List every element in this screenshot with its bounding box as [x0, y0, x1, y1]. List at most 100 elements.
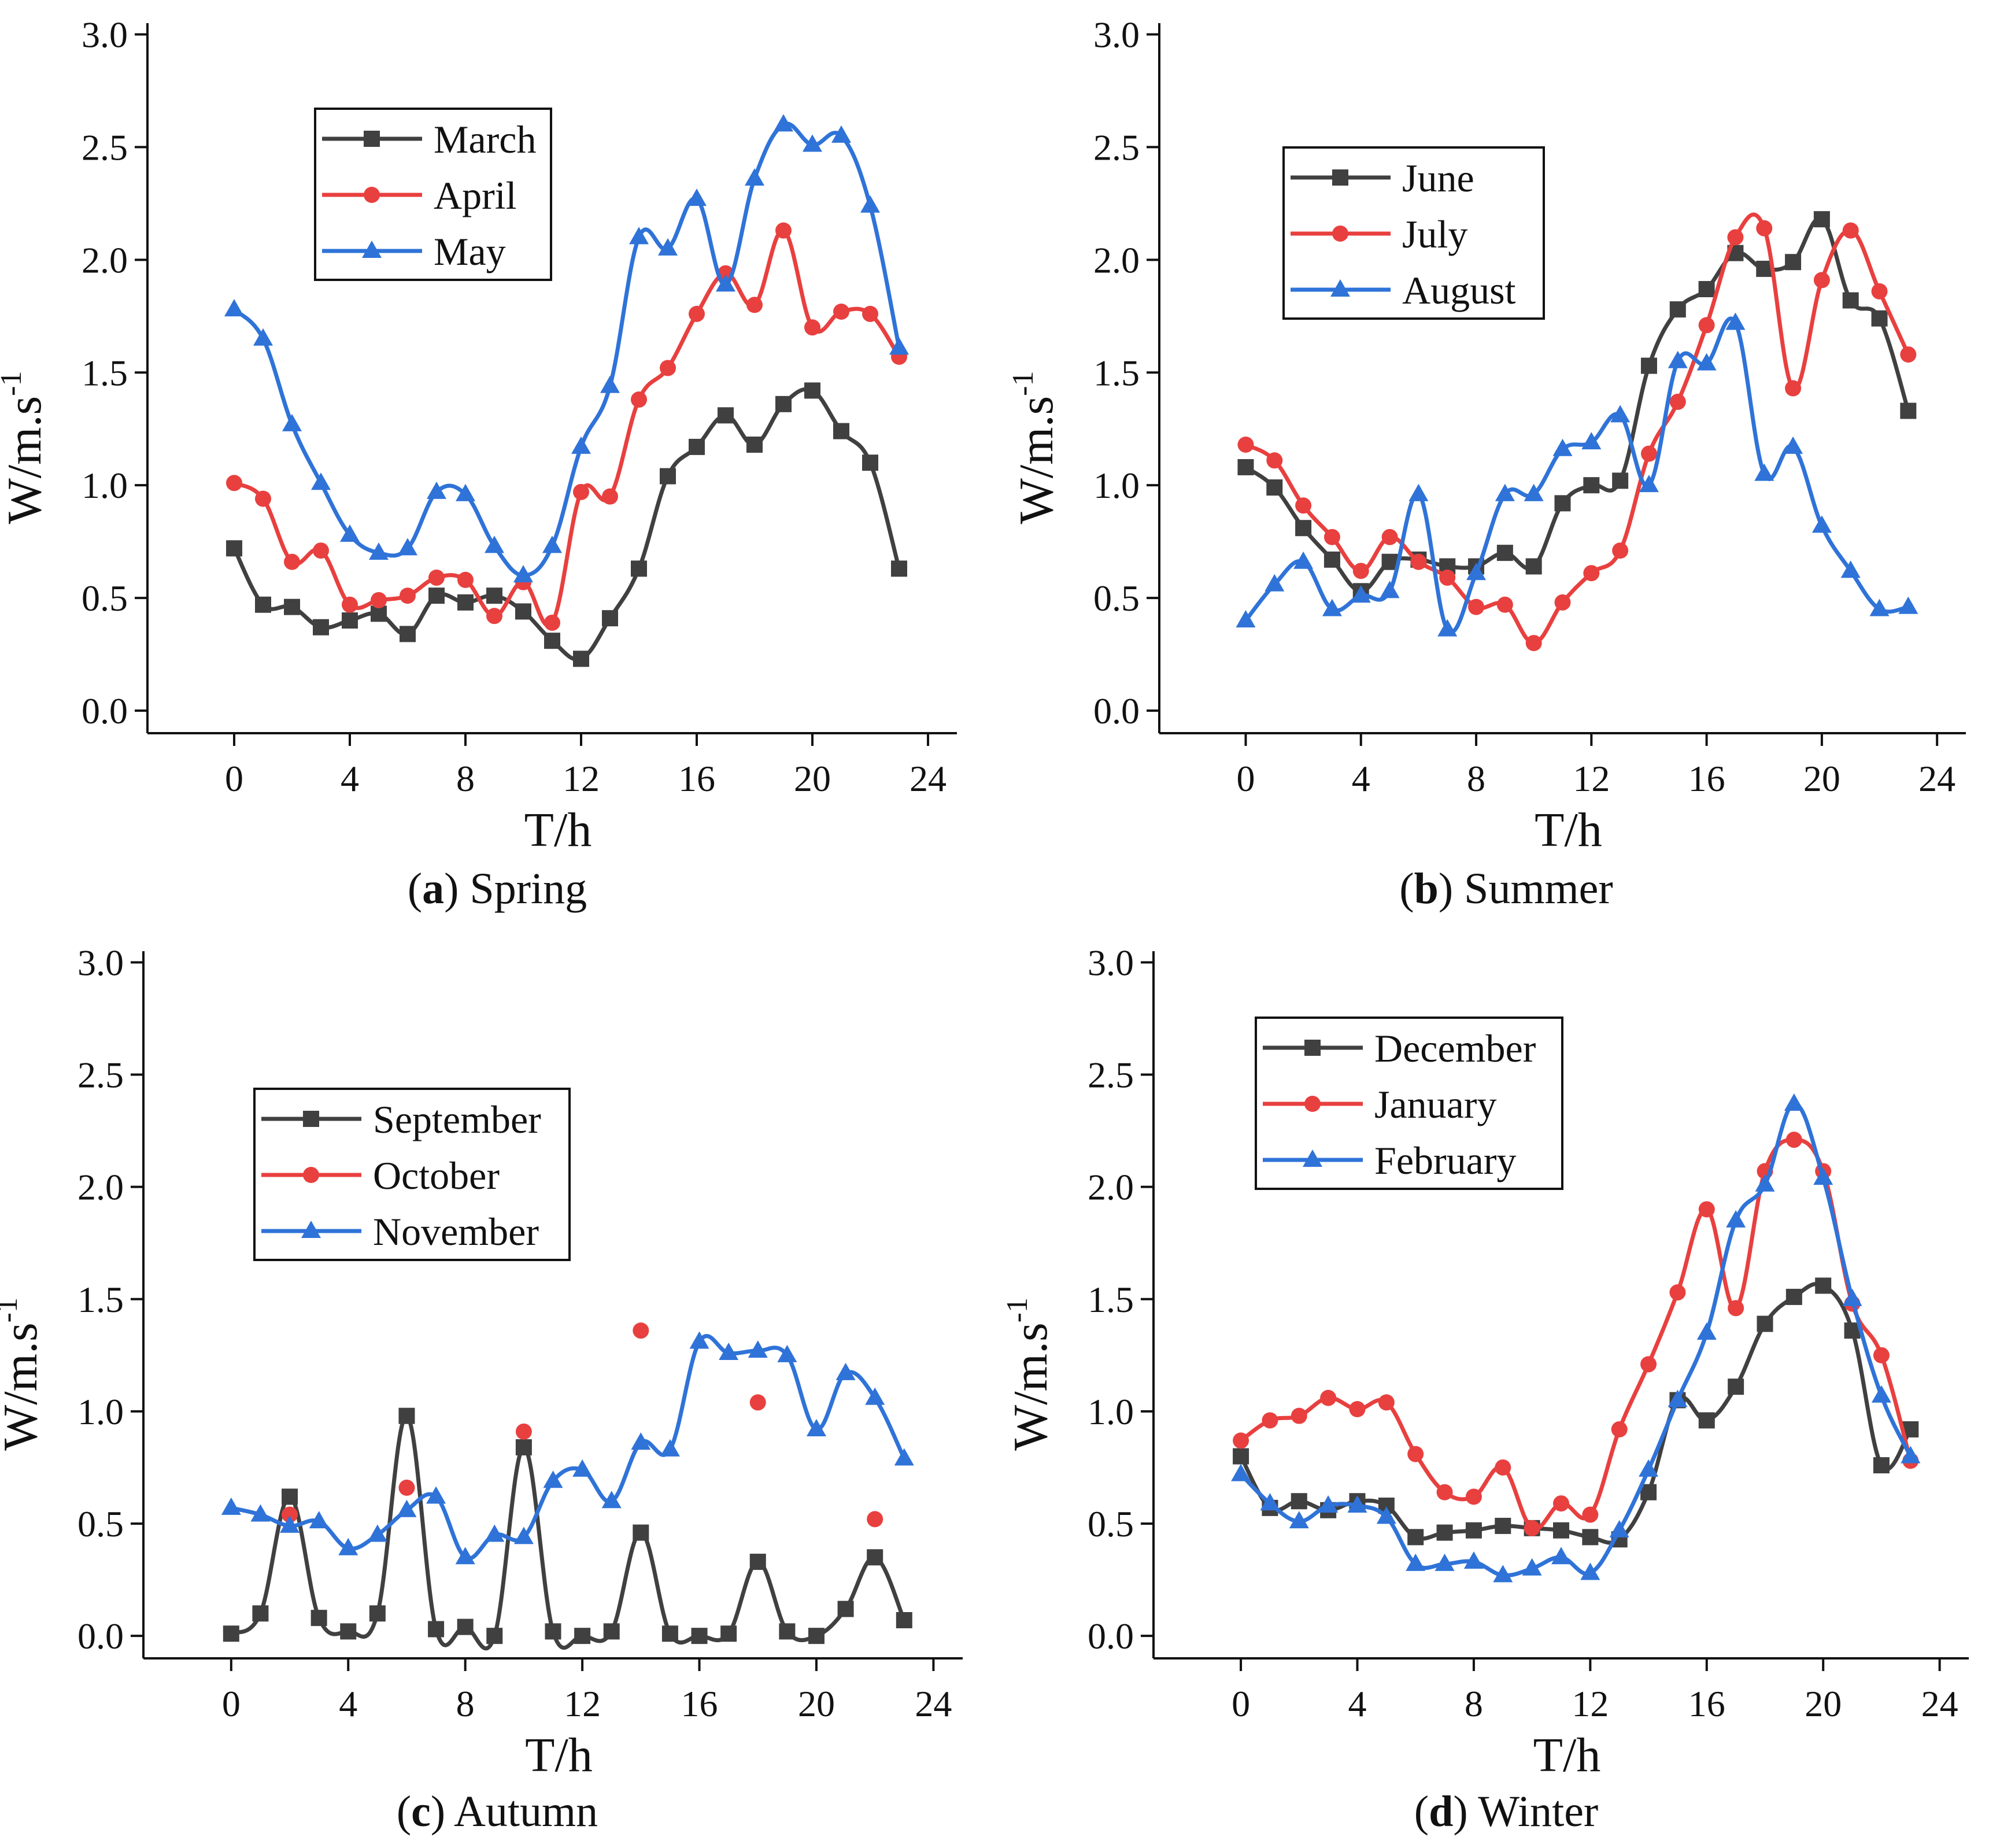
data-point — [1871, 1385, 1891, 1403]
data-point — [340, 1623, 357, 1640]
data-point — [1669, 393, 1686, 410]
data-point — [1727, 229, 1744, 246]
legend-marker — [364, 187, 380, 203]
data-point — [1410, 553, 1427, 570]
data-point — [282, 1506, 298, 1523]
legend-item: August — [1291, 268, 1516, 312]
legend-item: November — [261, 1210, 539, 1254]
data-point — [631, 560, 647, 577]
x-tick-label: 24 — [910, 758, 947, 799]
y-tick-label: 3.0 — [1093, 14, 1140, 55]
data-point — [1552, 438, 1573, 456]
data-point — [1320, 1389, 1337, 1406]
data-point — [456, 483, 475, 501]
legend-item: January — [1263, 1082, 1496, 1126]
legend: March April May — [314, 108, 552, 281]
data-point — [1811, 515, 1832, 533]
data-point — [1289, 1511, 1309, 1529]
series-july — [1237, 212, 1917, 652]
x-tick-label: 24 — [1918, 758, 1955, 799]
data-point — [1260, 1493, 1280, 1511]
data-point — [513, 1527, 534, 1544]
series-august — [1236, 312, 1918, 637]
data-point — [1698, 281, 1715, 298]
data-point — [691, 1628, 708, 1644]
y-tick-label: 3.0 — [82, 14, 128, 55]
data-point — [1840, 560, 1861, 578]
data-point — [1525, 635, 1542, 652]
data-point — [284, 598, 300, 615]
y-tick-label: 2.5 — [1093, 127, 1140, 168]
data-point — [1873, 1347, 1890, 1363]
data-point — [775, 396, 792, 412]
data-point — [661, 1625, 678, 1642]
data-point — [1669, 1284, 1686, 1301]
y-tick-label: 0.0 — [77, 1616, 124, 1657]
legend-item: December — [1263, 1026, 1536, 1070]
x-tick-label: 16 — [681, 1683, 718, 1724]
data-point — [1583, 565, 1600, 582]
data-point — [1524, 483, 1544, 501]
legend-label: December — [1374, 1026, 1536, 1070]
y-axis-label-main: W/m.s — [1004, 1322, 1058, 1451]
data-point — [313, 619, 329, 635]
data-point — [226, 540, 242, 557]
data-point — [1640, 1356, 1657, 1373]
data-point — [1668, 350, 1688, 368]
data-point — [833, 423, 849, 439]
series-may — [224, 114, 909, 583]
data-point — [224, 299, 244, 317]
data-point — [1583, 477, 1600, 494]
data-point — [515, 1439, 532, 1456]
y-tick-label: 0.0 — [82, 690, 128, 731]
data-point — [1726, 1210, 1746, 1228]
legend: September October November — [253, 1088, 571, 1261]
data-point — [1582, 1506, 1599, 1523]
data-point — [602, 610, 618, 627]
y-tick-label: 2.0 — [1088, 1167, 1134, 1208]
series-october — [282, 1322, 883, 1528]
data-point — [1756, 220, 1773, 236]
data-point — [342, 596, 358, 613]
y-axis-label-superscript: -1 — [1001, 1298, 1034, 1322]
x-tick-label: 20 — [1803, 758, 1840, 799]
data-point — [1468, 598, 1485, 615]
legend-item: May — [322, 230, 506, 273]
data-point — [253, 328, 273, 346]
data-point — [748, 1340, 768, 1358]
legend-label: June — [1402, 156, 1474, 200]
data-point — [485, 535, 504, 553]
data-point — [804, 382, 820, 399]
data-point — [338, 1537, 358, 1555]
series-line — [231, 1334, 906, 1561]
caption-paren-close: ) — [1453, 1787, 1467, 1836]
data-point — [1266, 479, 1283, 496]
data-point — [601, 1491, 622, 1509]
data-point — [455, 1547, 475, 1565]
data-point — [1901, 1446, 1921, 1463]
x-tick-label: 0 — [225, 758, 243, 799]
caption-text: Autumn — [445, 1787, 598, 1836]
data-point — [398, 538, 417, 556]
data-point — [631, 1432, 651, 1450]
data-point — [1554, 594, 1571, 611]
data-point — [545, 1623, 561, 1640]
data-point — [1698, 1412, 1715, 1429]
data-point — [428, 587, 445, 604]
data-point — [226, 475, 242, 491]
data-point — [1581, 432, 1602, 450]
y-tick-label: 2.5 — [77, 1055, 124, 1096]
data-point — [340, 524, 360, 542]
legend-marker — [1330, 279, 1350, 297]
data-point — [1408, 483, 1429, 501]
legend-marker — [303, 1167, 319, 1183]
data-point — [745, 168, 764, 186]
data-point — [457, 1618, 474, 1635]
caption-letter: a — [422, 864, 444, 913]
x-tick-label: 20 — [1805, 1683, 1842, 1724]
series-november — [221, 1331, 914, 1565]
legend: December January February — [1255, 1017, 1563, 1190]
series-line — [1240, 1137, 1913, 1531]
data-point — [1869, 598, 1890, 616]
data-point — [1349, 1401, 1366, 1418]
